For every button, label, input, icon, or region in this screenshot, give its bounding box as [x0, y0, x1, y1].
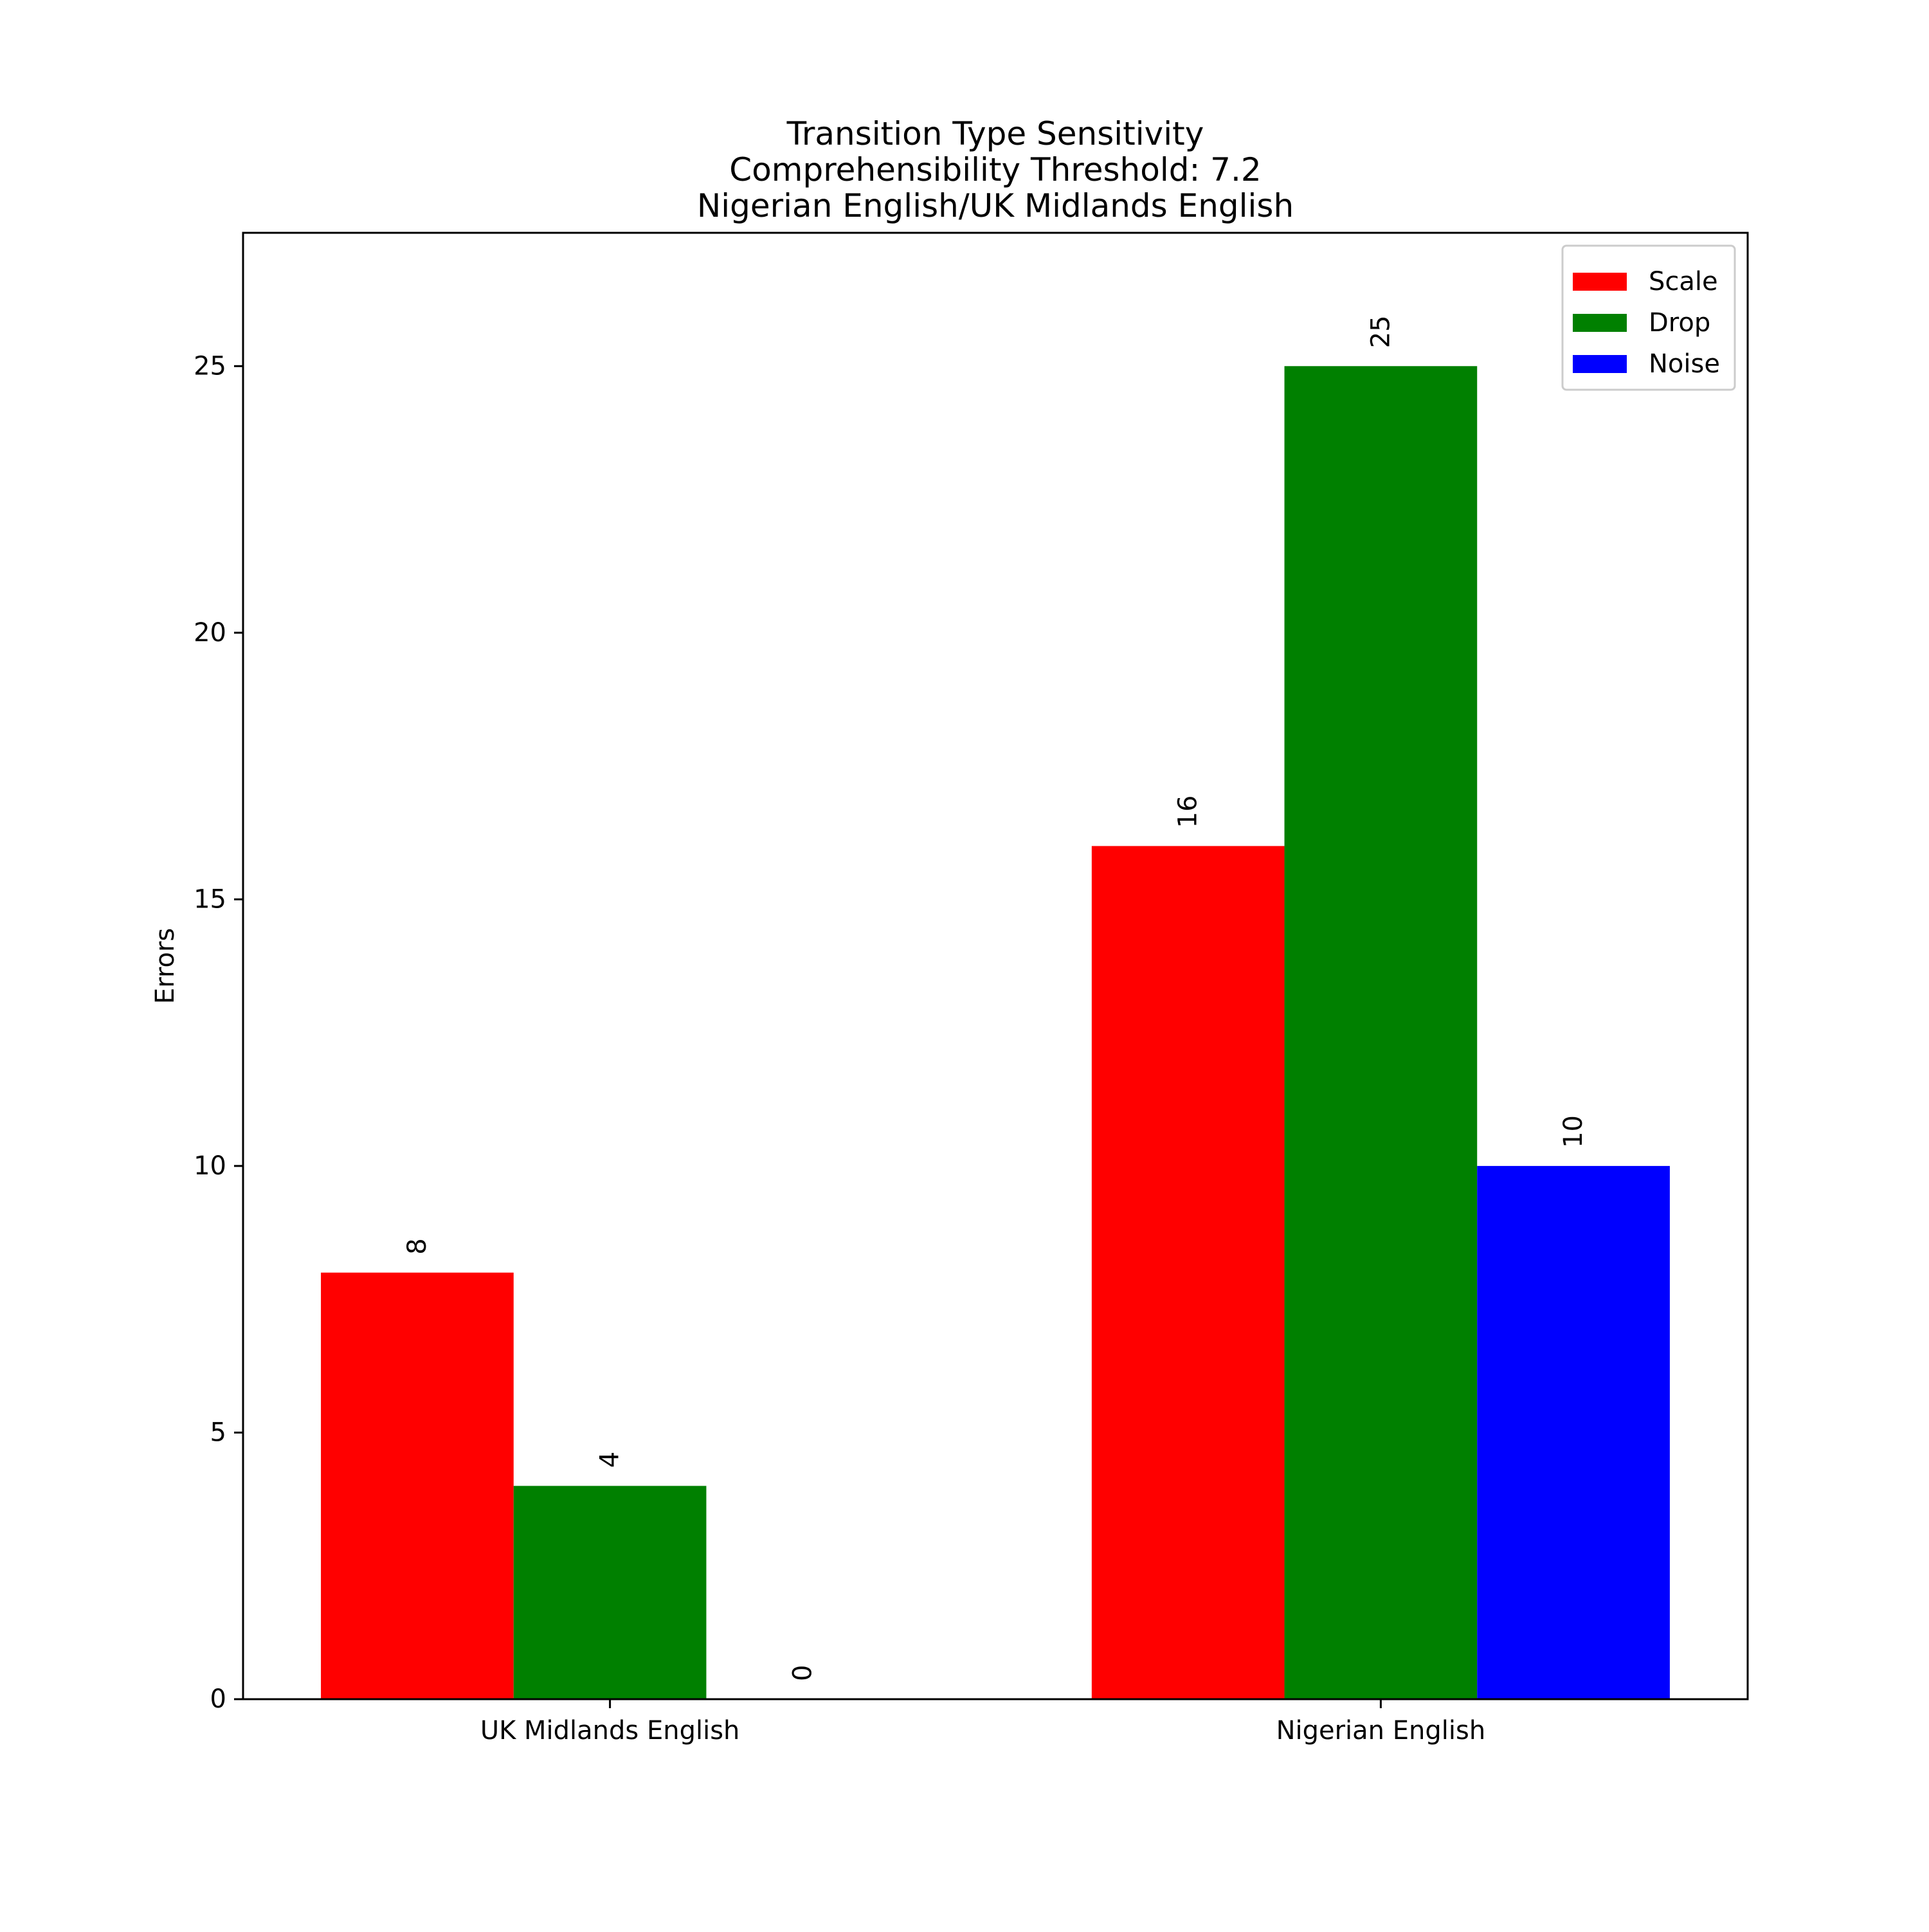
bar-scale-uk-midlands-english — [321, 1272, 514, 1699]
bar-value-label-scale-uk-midlands-english: 8 — [403, 1238, 432, 1254]
y-tick-label: 0 — [210, 1684, 226, 1714]
legend-swatch-noise — [1573, 355, 1627, 373]
legend-swatch-drop — [1573, 314, 1627, 332]
chart-title-line-1: Transition Type Sensitivity — [786, 115, 1204, 152]
bar-value-label-scale-nigerian-english: 16 — [1173, 796, 1203, 828]
legend: Scale Drop Noise — [1561, 244, 1736, 391]
legend-label-drop: Drop — [1649, 308, 1710, 338]
legend-swatch-scale — [1573, 273, 1627, 291]
bar-drop-nigerian-english — [1284, 366, 1478, 1699]
bar-value-label-noise-nigerian-english: 10 — [1559, 1115, 1588, 1148]
legend-label-scale: Scale — [1649, 267, 1718, 296]
bars-layer: 8 4 0 16 25 10 — [321, 315, 1670, 1699]
bar-value-label-noise-uk-midlands-english: 0 — [788, 1665, 817, 1681]
y-tick-label: 20 — [194, 618, 226, 648]
y-tick-label: 15 — [194, 884, 226, 914]
y-tick-label: 5 — [210, 1417, 226, 1447]
bar-scale-nigerian-english — [1091, 846, 1285, 1699]
y-axis: 0 5 10 15 20 25 — [194, 351, 243, 1714]
chart-title-line-3: Nigerian English/UK Midlands English — [697, 187, 1294, 224]
y-tick-label: 25 — [194, 351, 226, 381]
x-axis: UK Midlands English Nigerian English — [480, 1699, 1485, 1745]
bar-value-label-drop-nigerian-english: 25 — [1366, 315, 1395, 348]
x-tick-label-uk-midlands-english: UK Midlands English — [480, 1716, 740, 1745]
bar-drop-uk-midlands-english — [513, 1486, 707, 1699]
bar-noise-nigerian-english — [1477, 1165, 1670, 1699]
x-tick-label-nigerian-english: Nigerian English — [1276, 1716, 1486, 1745]
legend-label-noise: Noise — [1649, 349, 1720, 379]
chart-title: Transition Type Sensitivity Comprehensib… — [697, 115, 1294, 224]
plot-frame — [242, 232, 1749, 1700]
bar-value-label-drop-uk-midlands-english: 4 — [595, 1452, 625, 1468]
y-tick-label: 10 — [194, 1151, 226, 1181]
y-axis-label: Errors — [150, 928, 180, 1004]
chart-title-line-2: Comprehensibility Threshold: 7.2 — [729, 151, 1261, 188]
